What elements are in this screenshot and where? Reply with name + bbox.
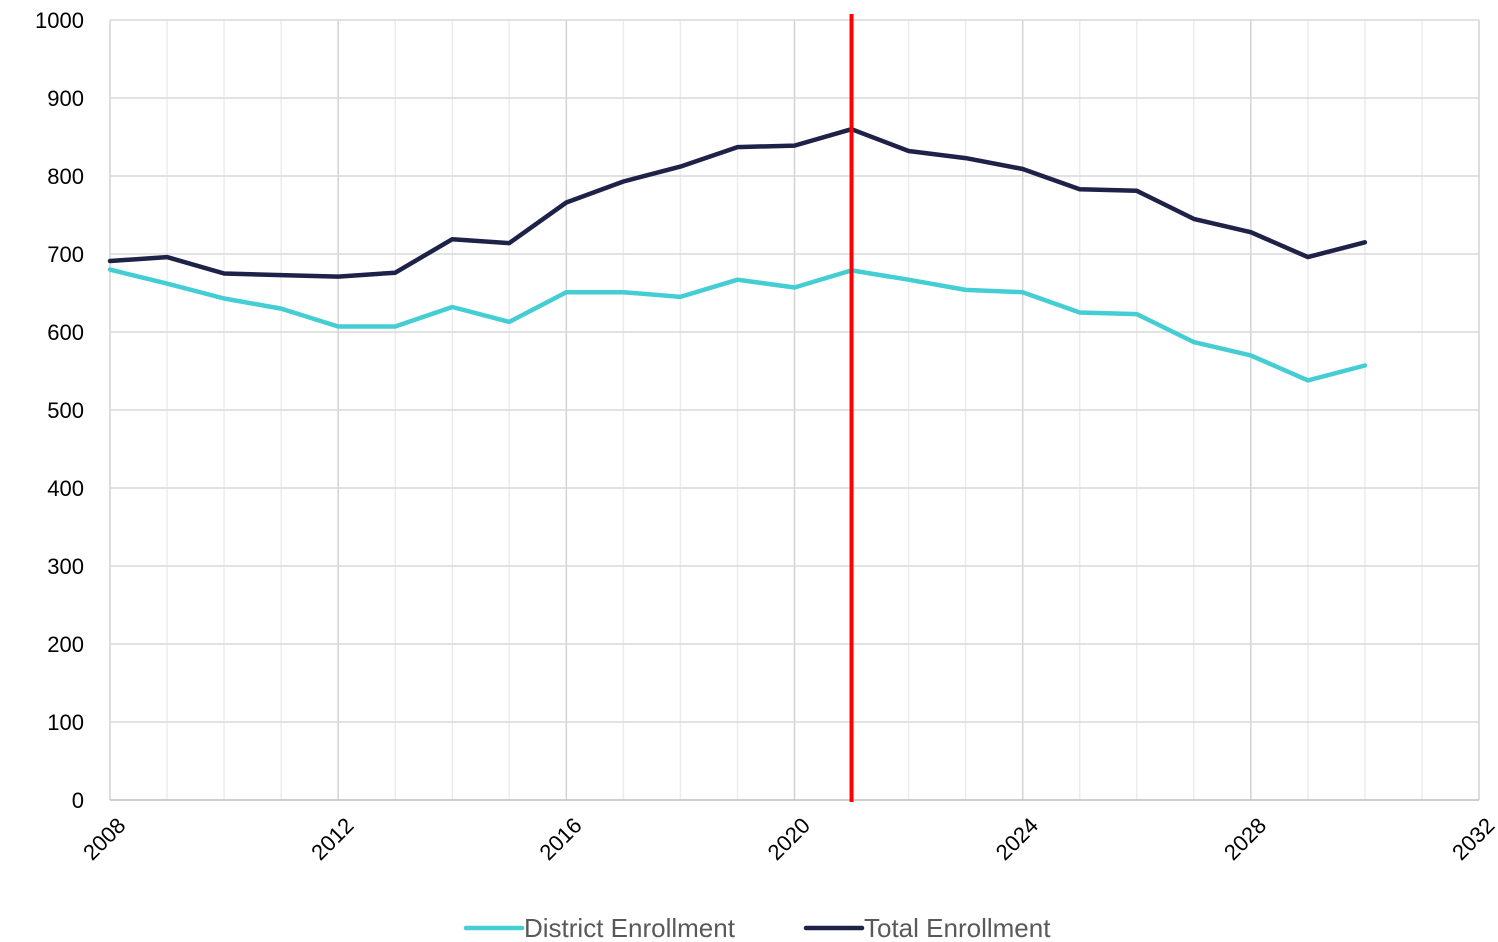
y-tick-label: 800 xyxy=(47,164,84,189)
y-tick-label: 400 xyxy=(47,476,84,501)
x-tick-label: 2008 xyxy=(78,813,130,865)
y-axis-tick-labels: 0 100 200 300 400 500 600 700 800 900 1000 xyxy=(35,8,84,813)
y-tick-label: 700 xyxy=(47,242,84,267)
legend-label-1: Total Enrollment xyxy=(864,913,1051,942)
x-tick-label: 2012 xyxy=(306,813,358,865)
y-tick-label: 1000 xyxy=(35,8,84,33)
y-tick-label: 300 xyxy=(47,554,84,579)
y-tick-label: 200 xyxy=(47,632,84,657)
x-tick-label: 2016 xyxy=(534,813,586,865)
y-tick-label: 500 xyxy=(47,398,84,423)
x-tick-label: 2024 xyxy=(991,813,1043,865)
legend: District Enrollment Total Enrollment xyxy=(466,913,1051,942)
x-tick-label: 2028 xyxy=(1219,813,1271,865)
x-tick-label: 2032 xyxy=(1447,813,1498,865)
y-tick-label: 100 xyxy=(47,710,84,735)
major-gridlines xyxy=(110,20,1479,800)
x-axis-tick-labels: 2008 2012 2016 2020 2024 2028 2032 xyxy=(78,813,1498,865)
x-tick-label: 2020 xyxy=(763,813,815,865)
y-tick-label: 0 xyxy=(72,788,84,813)
y-tick-label: 600 xyxy=(47,320,84,345)
y-tick-label: 900 xyxy=(47,86,84,111)
legend-label-0: District Enrollment xyxy=(524,913,736,942)
